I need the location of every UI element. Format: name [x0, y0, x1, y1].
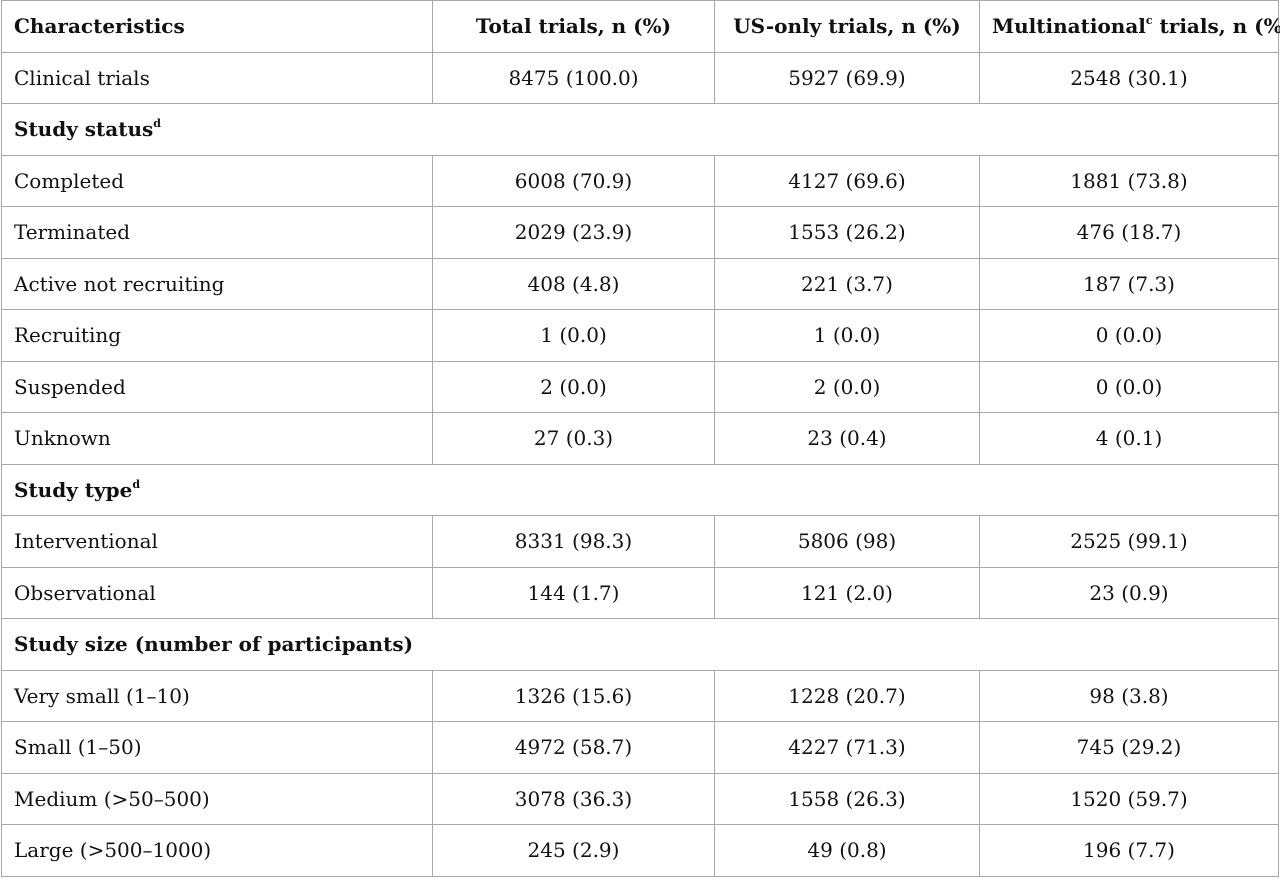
table-row: Active not recruiting 408 (4.8) 221 (3.7…	[1, 257, 1279, 310]
row-label: Clinical trials	[1, 51, 433, 104]
total-cell: 2 (0.0)	[432, 360, 715, 413]
table-row: Large (>500–1000) 245 (2.9) 49 (0.8) 196…	[1, 824, 1279, 877]
multinational-cell: 98 (3.8)	[979, 669, 1279, 722]
table-row: Interventional 8331 (98.3) 5806 (98) 252…	[1, 515, 1279, 568]
total-cell: 3078 (36.3)	[432, 772, 715, 825]
total-cell: 1326 (15.6)	[432, 669, 715, 722]
table-row: Observational 144 (1.7) 121 (2.0) 23 (0.…	[1, 566, 1279, 619]
multinational-cell: 187 (7.3)	[979, 257, 1279, 310]
section-title: Study statusd	[1, 103, 1279, 156]
header-us-only-trials: US-only trials, n (%)	[714, 0, 980, 53]
total-cell: 27 (0.3)	[432, 412, 715, 465]
table-row: Completed 6008 (70.9) 4127 (69.6) 1881 (…	[1, 154, 1279, 207]
header-multinational-suffix: trials, n (%)	[1152, 14, 1280, 39]
header-multinational-footnote: c	[1145, 14, 1153, 28]
section-title: Study typed	[1, 463, 1279, 516]
us-only-cell: 2 (0.0)	[714, 360, 980, 413]
row-label: Unknown	[1, 412, 433, 465]
section-title-text: Study type	[14, 477, 133, 502]
row-label: Medium (>50–500)	[1, 772, 433, 825]
row-label: Interventional	[1, 515, 433, 568]
us-only-cell: 221 (3.7)	[714, 257, 980, 310]
total-cell: 245 (2.9)	[432, 824, 715, 877]
section-title-text: Study status	[14, 117, 154, 142]
table-row: Clinical trials 8475 (100.0) 5927 (69.9)…	[1, 51, 1279, 104]
header-multinational-prefix: Multinational	[992, 14, 1146, 39]
section-footnote: d	[153, 117, 161, 131]
total-cell: 144 (1.7)	[432, 566, 715, 619]
table-row: Recruiting 1 (0.0) 1 (0.0) 0 (0.0)	[1, 309, 1279, 362]
us-only-cell: 49 (0.8)	[714, 824, 980, 877]
multinational-cell: 2548 (30.1)	[979, 51, 1279, 104]
table-row: Terminated 2029 (23.9) 1553 (26.2) 476 (…	[1, 206, 1279, 259]
row-label: Active not recruiting	[1, 257, 433, 310]
table-row: Unknown 27 (0.3) 23 (0.4) 4 (0.1)	[1, 412, 1279, 465]
row-label: Completed	[1, 154, 433, 207]
row-label: Terminated	[1, 206, 433, 259]
total-cell: 8331 (98.3)	[432, 515, 715, 568]
us-only-cell: 4127 (69.6)	[714, 154, 980, 207]
multinational-cell: 2525 (99.1)	[979, 515, 1279, 568]
us-only-cell: 1228 (20.7)	[714, 669, 980, 722]
multinational-cell: 1520 (59.7)	[979, 772, 1279, 825]
total-cell: 408 (4.8)	[432, 257, 715, 310]
us-only-cell: 5927 (69.9)	[714, 51, 980, 104]
header-row: Characteristics Total trials, n (%) US-o…	[1, 0, 1280, 53]
section-title: Study size (number of participants)	[1, 618, 1279, 671]
us-only-cell: 4227 (71.3)	[714, 721, 980, 774]
total-cell: 8475 (100.0)	[432, 51, 715, 104]
header-multinational-trials: Multinationalc trials, n (%)	[979, 0, 1280, 53]
multinational-cell: 745 (29.2)	[979, 721, 1279, 774]
header-characteristics: Characteristics	[1, 0, 433, 53]
us-only-cell: 1 (0.0)	[714, 309, 980, 362]
row-label: Suspended	[1, 360, 433, 413]
header-total-trials: Total trials, n (%)	[432, 0, 715, 53]
table-row: Suspended 2 (0.0) 2 (0.0) 0 (0.0)	[1, 360, 1279, 413]
row-label: Large (>500–1000)	[1, 824, 433, 877]
section-header-study-type: Study typed	[1, 463, 1279, 516]
us-only-cell: 5806 (98)	[714, 515, 980, 568]
total-cell: 4972 (58.7)	[432, 721, 715, 774]
multinational-cell: 1881 (73.8)	[979, 154, 1279, 207]
total-cell: 2029 (23.9)	[432, 206, 715, 259]
multinational-cell: 4 (0.1)	[979, 412, 1279, 465]
section-footnote: d	[132, 477, 141, 491]
row-label: Recruiting	[1, 309, 433, 362]
row-label: Small (1–50)	[1, 721, 433, 774]
multinational-cell: 0 (0.0)	[979, 360, 1279, 413]
multinational-cell: 23 (0.9)	[979, 566, 1279, 619]
table-row: Very small (1–10) 1326 (15.6) 1228 (20.7…	[1, 669, 1279, 722]
us-only-cell: 1558 (26.3)	[714, 772, 980, 825]
multinational-cell: 196 (7.7)	[979, 824, 1279, 877]
section-header-study-status: Study statusd	[1, 103, 1279, 156]
total-cell: 6008 (70.9)	[432, 154, 715, 207]
us-only-cell: 121 (2.0)	[714, 566, 980, 619]
total-cell: 1 (0.0)	[432, 309, 715, 362]
section-header-study-size: Study size (number of participants)	[1, 618, 1279, 671]
us-only-cell: 23 (0.4)	[714, 412, 980, 465]
table-row: Small (1–50) 4972 (58.7) 4227 (71.3) 745…	[1, 721, 1279, 774]
multinational-cell: 0 (0.0)	[979, 309, 1279, 362]
multinational-cell: 476 (18.7)	[979, 206, 1279, 259]
row-label: Observational	[1, 566, 433, 619]
us-only-cell: 1553 (26.2)	[714, 206, 980, 259]
table-row: Medium (>50–500) 3078 (36.3) 1558 (26.3)…	[1, 772, 1279, 825]
row-label: Very small (1–10)	[1, 669, 433, 722]
